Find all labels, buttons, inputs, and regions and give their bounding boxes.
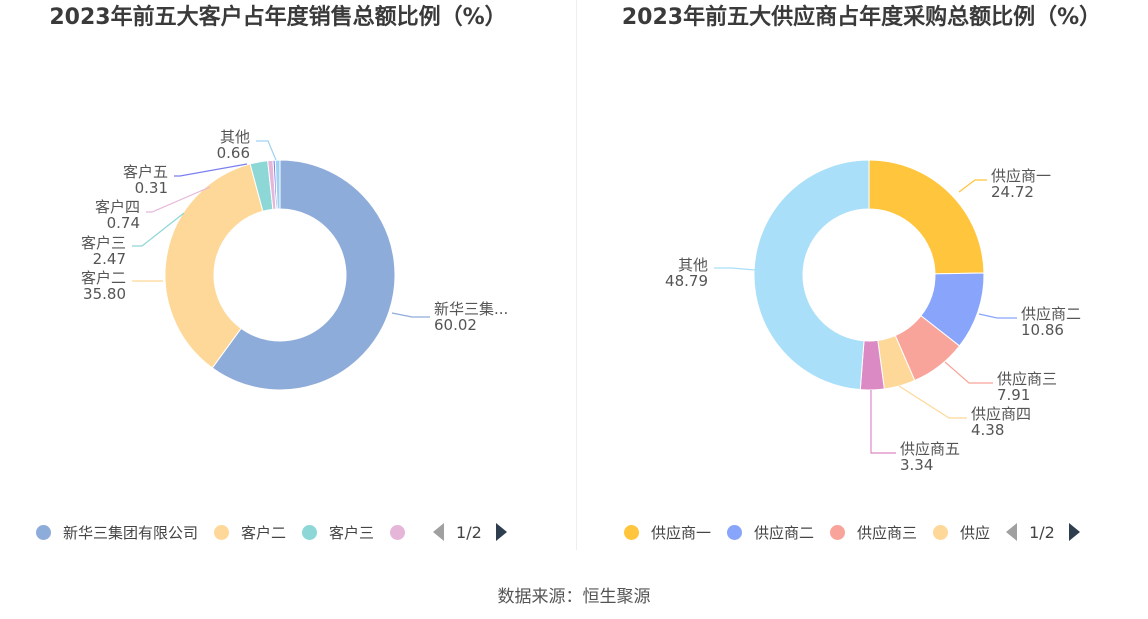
slice-label: 供应商一: [991, 167, 1051, 185]
customer-chart-panel: 2023年前五大客户占年度销售总额比例（%） 新华三集... 60.02 客户二 35…: [0, 0, 576, 555]
slice-value-label: 7.91: [997, 386, 1030, 404]
legend-item[interactable]: 供应: [933, 522, 990, 543]
donut-slice[interactable]: [164, 163, 264, 369]
slice-label: 供应商二: [1021, 305, 1081, 323]
slice-label: 客户三: [81, 234, 126, 252]
pager-prev-icon[interactable]: [1006, 523, 1018, 541]
chart-title: 2023年前五大供应商占年度采购总额比例（%）: [621, 5, 1102, 30]
data-source-note: 数据来源：恒生聚源: [497, 587, 651, 607]
legend-item[interactable]: 供应商一: [624, 522, 711, 543]
pager-page-text: 1/2: [456, 522, 482, 542]
legend-marker: [302, 524, 318, 540]
label-leader-line: [391, 312, 430, 318]
legend-marker: [727, 524, 743, 540]
legend-item[interactable]: 客户三: [302, 522, 374, 543]
slice-label: 客户四: [95, 198, 140, 216]
donut-slice[interactable]: [753, 159, 870, 391]
pager-prev-icon[interactable]: [433, 523, 445, 541]
label-leader-line: [132, 212, 185, 247]
slice-value-label: 24.72: [991, 183, 1034, 201]
legend-label: 供应商二: [754, 523, 815, 542]
label-leader-line: [958, 179, 987, 193]
pager-next-icon[interactable]: [495, 523, 507, 541]
slice-value-label: 4.38: [971, 421, 1004, 439]
slice-label: 新华三集...: [434, 300, 508, 318]
label-leader-line: [898, 385, 967, 419]
label-leader-line: [146, 186, 211, 213]
legend-marker: [390, 524, 406, 540]
legend-label: 客户二: [241, 523, 287, 542]
chart-legend: 供应商一 供应商二 供应商三 供应 1/2: [624, 519, 1080, 545]
legend-marker: [933, 524, 949, 540]
slice-label: 其他: [220, 128, 250, 146]
legend-label: 新华三集团有限公司: [63, 523, 199, 542]
legend-label: 供应: [960, 523, 991, 542]
slice-label: 供应商四: [971, 405, 1031, 423]
slice-value-label: 10.86: [1021, 321, 1064, 339]
label-leader-line: [174, 163, 248, 177]
legend-item[interactable]: 供应商三: [830, 522, 917, 543]
slice-value-label: 3.34: [900, 456, 933, 474]
slice-label: 其他: [678, 256, 708, 274]
chart-title: 2023年前五大客户占年度销售总额比例（%）: [49, 5, 507, 30]
legend-pager: 1/2: [1006, 523, 1080, 542]
legend-item[interactable]: 供应商二: [727, 522, 814, 543]
supplier-chart-panel: 2023年前五大供应商占年度采购总额比例（%） 供应商一 24.72 供应商二 10.…: [577, 0, 1148, 555]
label-leader-line: [978, 313, 1017, 319]
slice-label: 客户二: [81, 269, 126, 287]
slice-value-label: 35.80: [83, 285, 126, 303]
legend-label: 供应商三: [857, 523, 918, 542]
chart-legend: 新华三集团有限公司 客户二 客户三 1/2: [36, 519, 507, 545]
slice-label: 供应商三: [997, 370, 1057, 388]
slice-value-label: 60.02: [434, 316, 477, 334]
legend-marker: [830, 524, 846, 540]
legend-label: 供应商一: [651, 523, 712, 542]
legend-item[interactable]: [390, 524, 417, 540]
legend-marker: [624, 524, 639, 540]
legend-item[interactable]: 新华三集团有限公司: [36, 522, 198, 543]
label-leader-line: [714, 267, 756, 271]
label-leader-line: [870, 390, 896, 454]
legend-item[interactable]: 客户二: [214, 522, 286, 543]
donut-slice[interactable]: [868, 159, 985, 275]
legend-marker: [36, 524, 51, 540]
slice-value-label: 0.66: [217, 144, 250, 162]
pager-next-icon[interactable]: [1068, 523, 1080, 541]
slice-value-label: 0.31: [135, 179, 168, 197]
donut-slice[interactable]: [211, 159, 396, 391]
slice-label: 供应商五: [900, 440, 960, 458]
label-leader-line: [944, 361, 993, 384]
slice-value-label: 2.47: [93, 250, 126, 268]
slice-value-label: 48.79: [665, 272, 708, 290]
slice-label: 客户五: [123, 163, 168, 181]
legend-marker: [214, 524, 230, 540]
pager-page-text: 1/2: [1029, 522, 1055, 542]
donut-slice[interactable]: [274, 159, 281, 210]
legend-label: 客户三: [329, 523, 375, 542]
slice-value-label: 0.74: [107, 214, 140, 232]
legend-pager: 1/2: [433, 523, 507, 542]
label-leader-line: [256, 140, 277, 161]
panel-divider: [576, 0, 577, 550]
